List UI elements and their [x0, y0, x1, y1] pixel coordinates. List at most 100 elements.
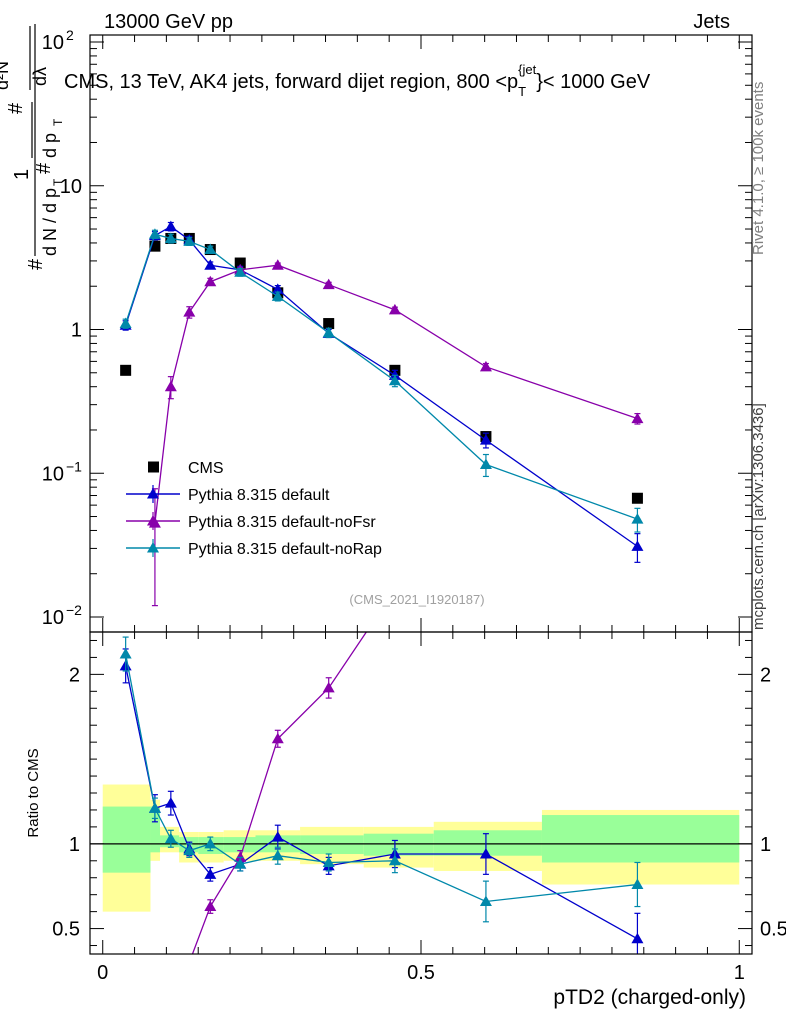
noFsr-main-point	[164, 380, 177, 392]
noFsr-main-point	[204, 275, 217, 287]
noRap-ratio-point	[479, 895, 492, 906]
noFsr-ratio-point	[322, 681, 335, 693]
noRap-main-point	[631, 513, 644, 524]
band-inner-10	[541, 815, 740, 863]
legend-label-default: Pythia 8.315 default	[188, 487, 330, 504]
svg-text:#: #	[25, 258, 47, 270]
noFsr-main-point	[322, 278, 335, 290]
analysis-id: (CMS_2021_I1920187)	[349, 592, 484, 607]
legend-label-noFsr: Pythia 8.315 default-noFsr	[188, 514, 376, 531]
noFsr-main-point	[631, 412, 644, 424]
noRap-main-point	[234, 266, 247, 277]
svg-text:T: T	[51, 178, 65, 186]
default-main-point	[388, 369, 401, 380]
noRap-ratio-point	[204, 837, 217, 849]
header-right: Jets	[693, 11, 730, 33]
ratio-y-tick-label: 1	[69, 834, 80, 856]
noRap-ratio-point	[234, 858, 247, 869]
noRap-ratio-point	[148, 802, 161, 813]
ratio-y-tick-label-right: 2	[760, 664, 771, 686]
legend-marker-noRap	[147, 542, 159, 553]
band-inner-0	[102, 806, 151, 873]
legend-marker-noFsr	[147, 515, 159, 526]
main-y-tick-label: 10	[42, 607, 64, 629]
default-main-point	[271, 283, 284, 294]
data-point	[631, 492, 643, 504]
main-y-tick-label: 1	[71, 320, 82, 342]
svg-text:#: #	[33, 162, 55, 174]
noRap-ratio-point	[322, 856, 335, 867]
noFsr-main-point	[271, 259, 284, 270]
noRap-ratio-point	[271, 849, 284, 861]
legend-marker-data	[148, 461, 159, 473]
noRap-main-point	[479, 458, 492, 470]
default-ratio-point	[479, 848, 492, 859]
legend-label-data: CMS	[188, 460, 224, 477]
main-y-tick-label: 10	[60, 176, 82, 198]
mcplots-label: mcplots.cern.ch [arXiv:1306.3436]	[750, 403, 767, 630]
noRap-ratio-point	[183, 844, 196, 856]
main-series-layer	[119, 220, 644, 607]
svg-text:d p: d p	[40, 133, 60, 158]
legend-marker-default	[147, 488, 159, 499]
noRap-main-point	[322, 326, 335, 338]
svg-text:T: T	[51, 118, 65, 126]
legend: CMS Pythia 8.315 default Pythia 8.315 defa…	[126, 460, 382, 558]
default-main-point	[204, 259, 217, 270]
ratio-y-tick-label-right: 1	[760, 834, 771, 856]
svg-text:#: #	[5, 102, 27, 114]
svg-text:1: 1	[11, 169, 33, 180]
noFsr-ratio-point	[234, 851, 247, 862]
legend-label-noRap: Pythia 8.315 default-noRap	[188, 541, 382, 558]
default-main-point	[164, 220, 177, 232]
noRap-main-point	[164, 232, 177, 243]
noFsr-ratio-point	[204, 900, 217, 912]
default-main-point	[479, 434, 492, 445]
noRap-main-point	[119, 317, 132, 329]
noFsr-main-line	[154, 264, 638, 524]
ratio-y-tick-label: 0.5	[52, 919, 80, 941]
noFsr-ratio-point	[183, 956, 195, 967]
data-point	[149, 240, 161, 252]
default-ratio-point	[204, 868, 217, 879]
ratio-plot-frame	[89, 631, 753, 955]
x-tick-label: 0	[97, 962, 108, 984]
band-inner-1	[150, 806, 161, 853]
noRap-main-point	[148, 228, 161, 239]
noRap-ratio-point	[388, 854, 401, 866]
main-y-axis-title: # 1 d N / d p T # d p T # d²N dλ	[0, 24, 65, 270]
data-point	[323, 318, 335, 330]
ratio-series-layer	[119, 632, 644, 967]
header-left: 13000 GeV pp	[104, 11, 233, 33]
band-inner-7	[300, 835, 364, 855]
main-y-tick-exponent: −2	[66, 602, 82, 618]
ratio-y-axis-title: Ratio to CMS	[25, 748, 42, 837]
noRap-ratio-point	[164, 832, 177, 844]
data-point	[234, 257, 246, 269]
default-ratio-point	[631, 932, 644, 944]
noRap-main-point	[204, 243, 217, 255]
noFsr-ratio-point	[271, 732, 284, 744]
main-title: CMS, 13 TeV, AK4 jets, forward dijet reg…	[64, 62, 651, 99]
noRap-ratio-point	[631, 878, 644, 890]
x-tick-label: 0.5	[407, 962, 435, 984]
ratio-y-tick-label: 2	[69, 664, 80, 686]
default-main-point	[631, 540, 644, 551]
svg-text:dλ: dλ	[30, 67, 50, 86]
x-tick-label: 1	[734, 962, 745, 984]
axis-ticks	[90, 35, 752, 954]
band-inner-5	[223, 837, 256, 853]
ratio-y-tick-label-right: 0.5	[760, 919, 786, 941]
default-ratio-point	[271, 831, 284, 842]
main-y-tick-label: 10	[42, 32, 64, 54]
main-y-tick-exponent: −1	[66, 458, 82, 474]
svg-text:d N / d p: d N / d p	[40, 188, 60, 256]
noRap-main-point	[271, 290, 284, 301]
band-inner-8	[363, 833, 434, 856]
rivet-version-label: Rivet 4.1.0, ≥ 100k events	[750, 82, 767, 255]
x-axis-title: pTD2 (charged-only)	[553, 986, 746, 1009]
noRap-main-point	[388, 374, 401, 386]
default-ratio-point	[164, 797, 177, 808]
